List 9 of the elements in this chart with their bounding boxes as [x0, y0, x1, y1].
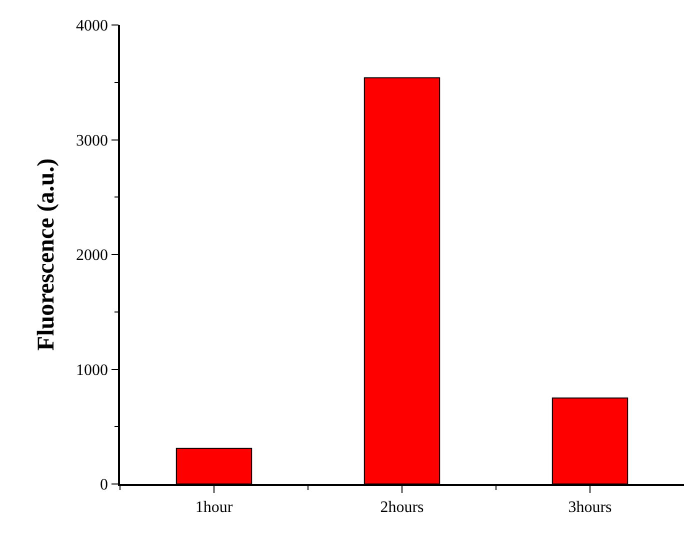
y-tick-label: 2000 [76, 247, 108, 264]
y-tick-label: 0 [100, 476, 108, 494]
y-tick-label: 1000 [76, 362, 108, 379]
y-axis-title: Fluorescence (a.u.) [34, 158, 60, 351]
x-tick-label: 3hours [568, 498, 612, 516]
y-tick-label: 3000 [76, 132, 108, 150]
y-tick-label: 4000 [76, 18, 108, 35]
x-tick-label: 1hour [195, 498, 234, 516]
x-tick-label: 2hours [380, 498, 424, 516]
